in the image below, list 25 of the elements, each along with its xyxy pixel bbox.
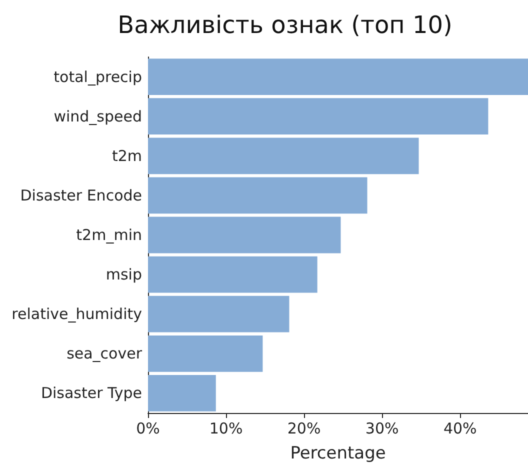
bar xyxy=(148,138,419,174)
x-axis-title: Percentage xyxy=(290,444,386,464)
bar xyxy=(148,216,341,254)
x-tick-label: 40% xyxy=(443,420,477,438)
y-tick-label: sea_cover xyxy=(66,344,143,363)
bar xyxy=(148,375,216,412)
x-tick-label: 10% xyxy=(209,420,243,438)
x-tick-label: 20% xyxy=(287,420,321,438)
y-tick-label: relative_humidity xyxy=(12,305,142,324)
x-tick-label: 0% xyxy=(136,420,160,438)
y-tick-label: Disaster Type xyxy=(40,384,142,402)
bar xyxy=(148,335,263,372)
y-tick-label: t2m_min xyxy=(76,226,142,244)
chart-title: Важливість ознак (топ 10) xyxy=(118,11,452,39)
bar xyxy=(148,296,290,332)
y-tick-label: total_precip xyxy=(54,68,142,86)
bar xyxy=(148,98,488,135)
y-tick-label: t2m xyxy=(112,146,142,165)
y-tick-label: msip xyxy=(106,266,142,284)
bar xyxy=(148,177,368,214)
bar xyxy=(148,256,318,293)
y-tick-label: wind_speed xyxy=(54,107,142,126)
x-tick-label: 30% xyxy=(365,420,399,438)
y-tick-label: Disaster Encode xyxy=(20,186,142,204)
bar xyxy=(148,58,528,95)
